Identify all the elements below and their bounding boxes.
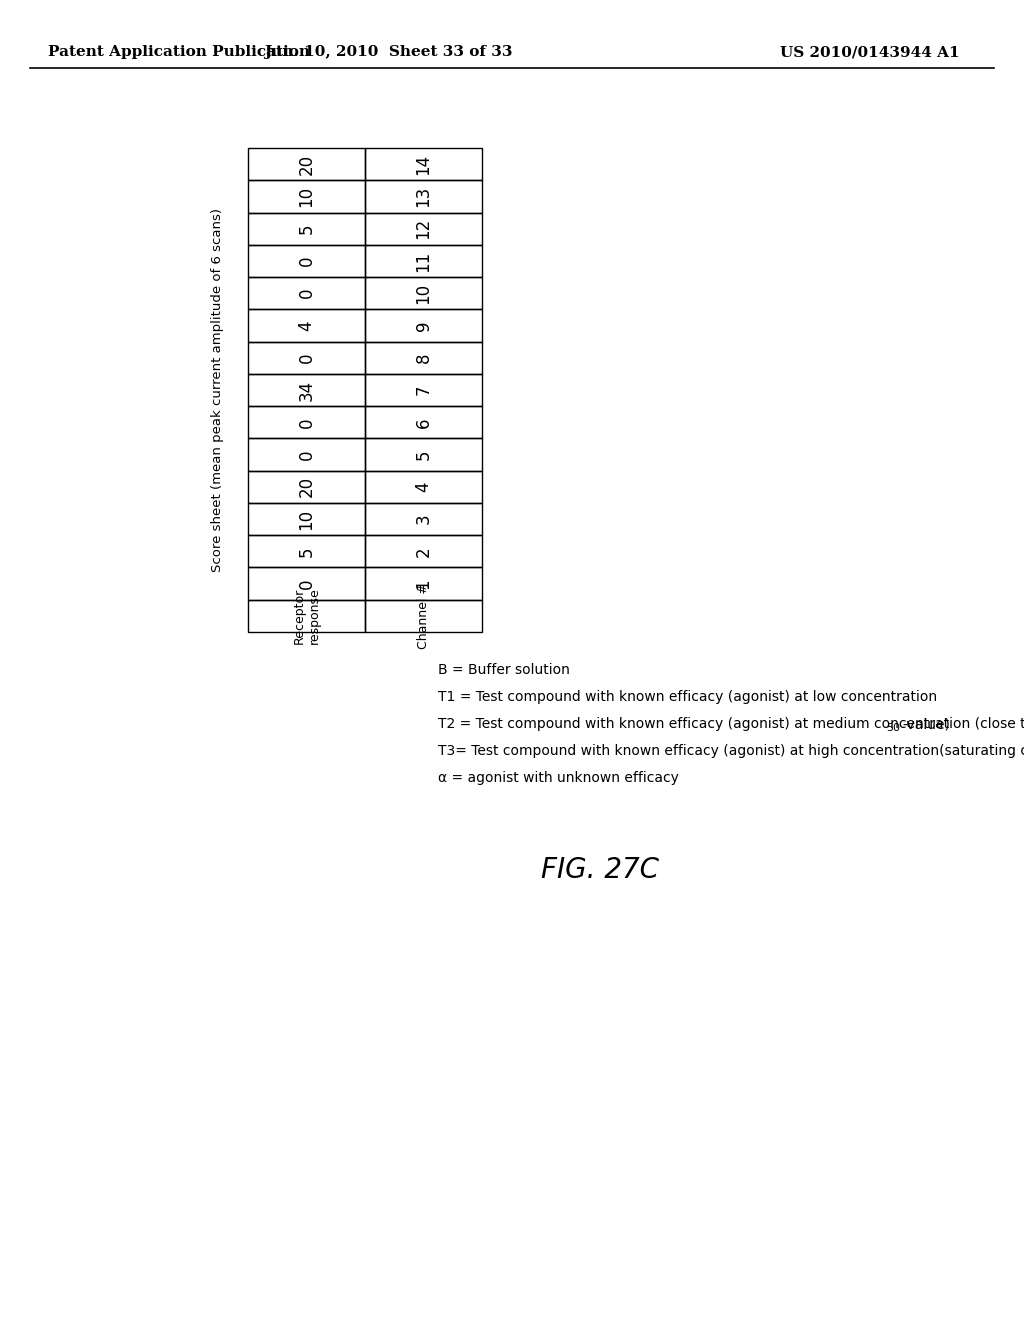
Bar — [248, 342, 365, 374]
Bar — [365, 568, 482, 599]
Text: 11: 11 — [415, 251, 432, 272]
Text: 0: 0 — [298, 578, 315, 589]
Text: 4: 4 — [415, 482, 432, 492]
Bar — [248, 309, 365, 342]
Text: Receptor
response: Receptor response — [293, 587, 321, 644]
Bar — [248, 471, 365, 503]
Text: 2: 2 — [415, 546, 432, 557]
Text: 0: 0 — [298, 256, 315, 267]
Bar — [248, 277, 365, 309]
Text: 10: 10 — [298, 186, 315, 207]
Text: 0: 0 — [298, 417, 315, 428]
Bar — [365, 244, 482, 277]
Text: 5: 5 — [415, 449, 432, 459]
Bar — [365, 407, 482, 438]
Text: 0: 0 — [298, 288, 315, 298]
Text: B = Buffer solution: B = Buffer solution — [438, 663, 570, 677]
Bar — [248, 438, 365, 471]
Bar — [248, 244, 365, 277]
Bar — [248, 213, 365, 244]
Bar — [248, 407, 365, 438]
Bar — [365, 599, 482, 632]
Text: 50: 50 — [886, 723, 900, 733]
Bar — [365, 342, 482, 374]
Bar — [365, 438, 482, 471]
Bar — [365, 471, 482, 503]
Text: FIG. 27C: FIG. 27C — [541, 855, 659, 884]
Text: Jun. 10, 2010  Sheet 33 of 33: Jun. 10, 2010 Sheet 33 of 33 — [264, 45, 512, 59]
Bar — [248, 599, 365, 632]
Text: 6: 6 — [415, 417, 432, 428]
Bar — [365, 148, 482, 181]
Text: Patent Application Publication: Patent Application Publication — [48, 45, 310, 59]
Text: 5: 5 — [298, 223, 315, 234]
Text: 4: 4 — [298, 321, 315, 331]
Text: -value): -value) — [902, 717, 950, 731]
Text: 10: 10 — [298, 508, 315, 529]
Bar — [365, 181, 482, 213]
Text: 0: 0 — [298, 352, 315, 363]
Text: 10: 10 — [415, 282, 432, 304]
Text: T1 = Test compound with known efficacy (agonist) at low concentration: T1 = Test compound with known efficacy (… — [438, 690, 937, 704]
Text: US 2010/0143944 A1: US 2010/0143944 A1 — [780, 45, 959, 59]
Text: 9: 9 — [415, 321, 432, 331]
Text: 1: 1 — [415, 578, 432, 589]
Bar — [248, 148, 365, 181]
Text: 13: 13 — [415, 186, 432, 207]
Bar — [365, 277, 482, 309]
Bar — [248, 374, 365, 407]
Text: 20: 20 — [298, 477, 315, 498]
Bar — [365, 309, 482, 342]
Text: α = agonist with unknown efficacy: α = agonist with unknown efficacy — [438, 771, 679, 785]
Text: 12: 12 — [415, 218, 432, 239]
Bar — [365, 535, 482, 568]
Bar — [248, 181, 365, 213]
Text: 20: 20 — [298, 153, 315, 174]
Text: 34: 34 — [298, 379, 315, 400]
Text: 7: 7 — [415, 384, 432, 395]
Text: T2 = Test compound with known efficacy (agonist) at medium concentration (close : T2 = Test compound with known efficacy (… — [438, 717, 1024, 731]
Bar — [365, 213, 482, 244]
Text: Score sheet (mean peak current amplitude of 6 scans): Score sheet (mean peak current amplitude… — [212, 209, 224, 572]
Text: 3: 3 — [415, 513, 432, 524]
Bar — [248, 568, 365, 599]
Text: 0: 0 — [298, 449, 315, 459]
Text: Channel #: Channel # — [417, 583, 430, 649]
Text: T3= Test compound with known efficacy (agonist) at high concentration(saturating: T3= Test compound with known efficacy (a… — [438, 744, 1024, 758]
Text: 8: 8 — [415, 352, 432, 363]
Bar — [248, 535, 365, 568]
Bar — [248, 503, 365, 535]
Bar — [365, 374, 482, 407]
Text: 5: 5 — [298, 546, 315, 557]
Bar — [365, 503, 482, 535]
Text: 14: 14 — [415, 153, 432, 174]
